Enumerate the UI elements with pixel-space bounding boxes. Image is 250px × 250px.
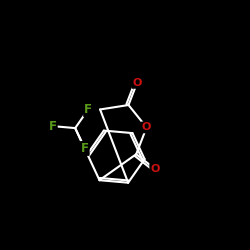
Text: F: F bbox=[84, 103, 92, 116]
Text: O: O bbox=[132, 78, 142, 88]
Text: O: O bbox=[150, 164, 160, 174]
Text: F: F bbox=[81, 142, 89, 155]
Text: O: O bbox=[142, 122, 151, 132]
Text: F: F bbox=[49, 120, 57, 132]
